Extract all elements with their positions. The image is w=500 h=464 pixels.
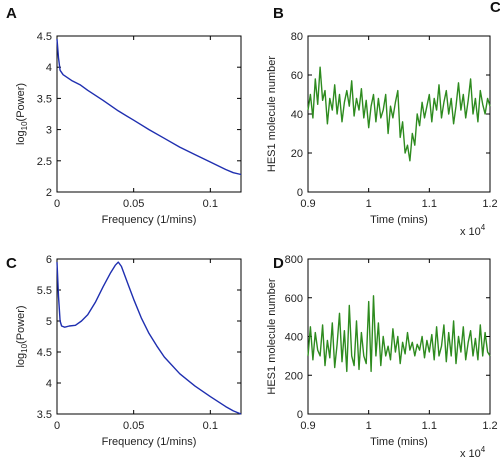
y-tick-label: 3.5 (37, 409, 52, 421)
y-tick-label: 6 (46, 254, 52, 266)
y-label-subscript: 10 (20, 121, 29, 130)
y-tick-label: 60 (291, 70, 303, 82)
x-tick-label: 0.1 (203, 420, 218, 432)
x-axis-label: Time (mins) (370, 214, 428, 226)
x-axis-multiplier: x 104 (460, 223, 486, 238)
panel-letter-b: B (273, 5, 284, 22)
y-tick-label: 40 (291, 109, 303, 121)
y-tick-label: 200 (285, 370, 303, 382)
plot-frame (56, 258, 242, 415)
y-tick-label: 4 (46, 62, 52, 74)
chart-b: 0.9 1 1.1 1.2 0 20 40 60 80 Time (mins) x 104 HES1 … (266, 31, 498, 238)
series-line (56, 261, 242, 415)
y-tick-label: 5 (46, 316, 52, 328)
y-axis-label: HES1 molecule number (266, 278, 278, 395)
y-label-tail: (Power) (15, 305, 27, 344)
y-tick-label: 80 (291, 31, 303, 43)
chart-a: 0 0.05 0.1 2 2.5 3 3.5 4 4.5 Frequency (1/mins) lo… (15, 31, 242, 226)
y-tick-label: 4 (46, 378, 52, 390)
x-multiplier-base: x 10 (460, 226, 481, 238)
x-axis-label: Time (mins) (370, 436, 428, 448)
panel-letter-c-fragment: C (490, 0, 500, 16)
chart-c: 0 0.05 0.1 3.5 4 4.5 5 5.5 6 Frequency (1/mins) lo… (15, 254, 242, 448)
x-tick-label: 0.9 (300, 420, 315, 432)
series-line (56, 39, 242, 176)
panel-letter-c: C (6, 255, 17, 272)
y-axis-label: log10(Power) (15, 305, 29, 367)
series-line (307, 295, 491, 373)
x-tick-label: 1.1 (422, 420, 437, 432)
y-tick-label: 2.5 (37, 156, 52, 168)
x-tick-label: 0.05 (123, 198, 144, 210)
y-tick-label: 0 (297, 187, 303, 199)
x-tick-label: 1 (366, 198, 372, 210)
y-label-tail: (Power) (15, 83, 27, 122)
x-tick-label: 0 (54, 198, 60, 210)
x-tick-label: 1.1 (422, 198, 437, 210)
y-axis-label: log10(Power) (15, 83, 29, 145)
y-tick-label: 600 (285, 293, 303, 305)
x-tick-label: 0.1 (203, 198, 218, 210)
x-tick-label: 0.9 (300, 198, 315, 210)
y-tick-label: 400 (285, 332, 303, 344)
x-tick-label: 0 (54, 420, 60, 432)
y-axis-label: HES1 molecule number (266, 56, 278, 173)
x-tick-label: 0.05 (123, 420, 144, 432)
y-tick-label: 20 (291, 148, 303, 160)
x-multiplier-exponent: 4 (481, 445, 486, 454)
plot-frame (56, 35, 242, 193)
x-tick-label: 1.2 (482, 420, 497, 432)
panel-letter-a: A (6, 5, 17, 22)
y-tick-label: 4.5 (37, 347, 52, 359)
x-axis-label: Frequency (1/mins) (102, 436, 197, 448)
x-axis-label: Frequency (1/mins) (102, 214, 197, 226)
y-label-main: log (15, 130, 27, 145)
x-multiplier-base: x 10 (460, 448, 481, 460)
y-label-main: log (15, 353, 27, 368)
chart-d: 0.9 1 1.1 1.2 0 200 400 600 800 Time (mins) x 104 H… (266, 254, 498, 460)
y-tick-label: 3 (46, 125, 52, 137)
x-tick-label: 1 (366, 420, 372, 432)
y-tick-label: 0 (297, 409, 303, 421)
y-tick-label: 4.5 (37, 31, 52, 43)
y-tick-label: 3.5 (37, 93, 52, 105)
y-tick-label: 2 (46, 187, 52, 199)
series-line (307, 66, 491, 162)
y-label-subscript: 10 (20, 343, 29, 352)
y-tick-label: 5.5 (37, 285, 52, 297)
x-tick-label: 1.2 (482, 198, 497, 210)
y-tick-label: 800 (285, 254, 303, 266)
x-multiplier-exponent: 4 (481, 223, 486, 232)
panel-letter-d: D (273, 255, 284, 272)
x-axis-multiplier: x 104 (460, 445, 486, 460)
